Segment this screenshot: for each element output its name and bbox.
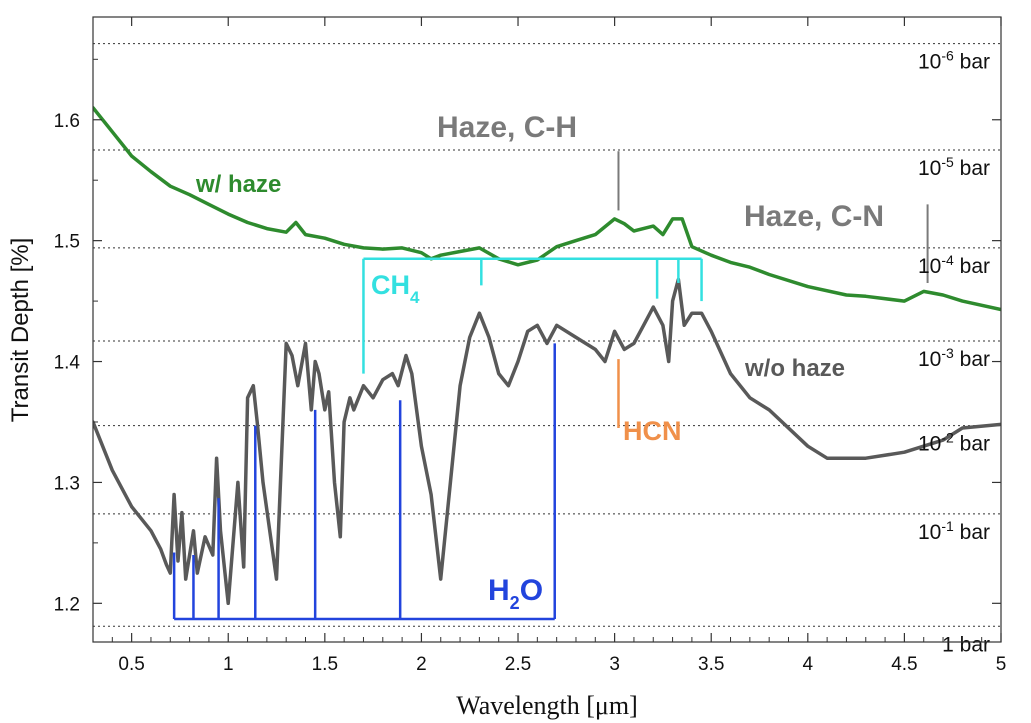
pressure-label-base: 10 xyxy=(918,255,941,278)
label-haze-cn: Haze, C-N xyxy=(744,200,884,233)
pressure-label-3: 10-3 bar xyxy=(918,345,990,371)
pressure-label-5: 10-1 bar xyxy=(918,518,990,544)
y-axis-title: Transit Depth [%] xyxy=(7,238,34,423)
label-h2o-sub: 2 xyxy=(510,593,520,613)
x-tick-label: 3.5 xyxy=(698,654,724,675)
x-tick-label: 2.5 xyxy=(505,654,531,675)
label-h2o-tail: O xyxy=(520,574,543,607)
pressure-label-exp: -6 xyxy=(941,48,954,64)
label-h2o: H2O xyxy=(488,574,543,613)
pressure-label-exp: -3 xyxy=(941,345,954,361)
pressure-label-exp: -4 xyxy=(941,252,954,268)
label-ch4-main: CH xyxy=(371,270,410,300)
x-tick-label: 3 xyxy=(609,654,620,675)
y-tick-label: 1.2 xyxy=(54,594,80,615)
x-tick-label: 1 xyxy=(223,654,234,675)
y-tick-label: 1.4 xyxy=(54,353,81,374)
pressure-label-base: 10 xyxy=(918,521,941,544)
series-w-haze xyxy=(93,105,1001,312)
series-wo-haze xyxy=(93,277,1001,606)
y-tick-label: 1.6 xyxy=(54,111,80,132)
pressure-label-exp: -2 xyxy=(941,430,954,446)
y-tick-label: 1.5 xyxy=(54,232,80,253)
x-tick-label: 1.5 xyxy=(312,654,338,675)
x-tick-label: 0.5 xyxy=(118,654,144,675)
x-tick-label: 4.5 xyxy=(891,654,917,675)
label-wo-haze: w/o haze xyxy=(744,355,845,382)
label-haze-ch: Haze, C-H xyxy=(437,111,577,144)
feature-markers xyxy=(172,151,929,621)
label-ch4-sub: 4 xyxy=(410,288,420,307)
pressure-label-unit: bar xyxy=(954,157,990,180)
label-ch4: CH4 xyxy=(371,270,420,307)
pressure-label-exp: -1 xyxy=(941,518,954,534)
x-axis-ticks: 0.5 1 1.5 2 2.5 3 3.5 4 4.5 5 xyxy=(111,17,1007,675)
pressure-label-6: 1 bar xyxy=(942,633,990,656)
y-axis-ticks: 1.2 1.3 1.4 1.5 1.6 xyxy=(54,58,1001,615)
pressure-label-4: 10-2 bar xyxy=(918,430,990,456)
label-h2o-main: H xyxy=(488,574,510,607)
pressure-label-base: 10 xyxy=(918,433,941,456)
plot-frame xyxy=(92,16,1002,643)
pressure-label-unit: bar xyxy=(954,521,990,544)
x-tick-label: 4 xyxy=(803,654,814,675)
pressure-label-base: 10 xyxy=(918,157,941,180)
pressure-label-unit: bar xyxy=(954,51,990,74)
line-w-haze xyxy=(93,105,1001,312)
pressure-label-base: 10 xyxy=(918,51,941,74)
pressure-label-unit: bar xyxy=(954,255,990,278)
x-tick-label: 5 xyxy=(996,654,1007,675)
x-axis-title: Wavelength [μm] xyxy=(456,691,638,720)
line-wo-haze xyxy=(93,277,1001,606)
pressure-label-0: 10-6 bar xyxy=(918,48,990,74)
pressure-level-lines xyxy=(93,43,1001,627)
pressure-label-exp: -5 xyxy=(941,154,954,170)
y-tick-label: 1.3 xyxy=(54,473,80,494)
pressure-label-unit: bar xyxy=(954,348,990,371)
label-hcn: HCN xyxy=(623,416,682,446)
annotations: w/ haze w/o haze Haze, C-H Haze, C-N HCN… xyxy=(195,111,884,613)
pressure-label-base: 10 xyxy=(918,348,941,371)
pressure-label-unit: bar xyxy=(954,433,990,456)
label-w-haze: w/ haze xyxy=(195,171,281,198)
x-tick-label: 2 xyxy=(416,654,427,675)
pressure-label-2: 10-4 bar xyxy=(918,252,990,278)
pressure-label-1: 10-5 bar xyxy=(918,154,990,180)
